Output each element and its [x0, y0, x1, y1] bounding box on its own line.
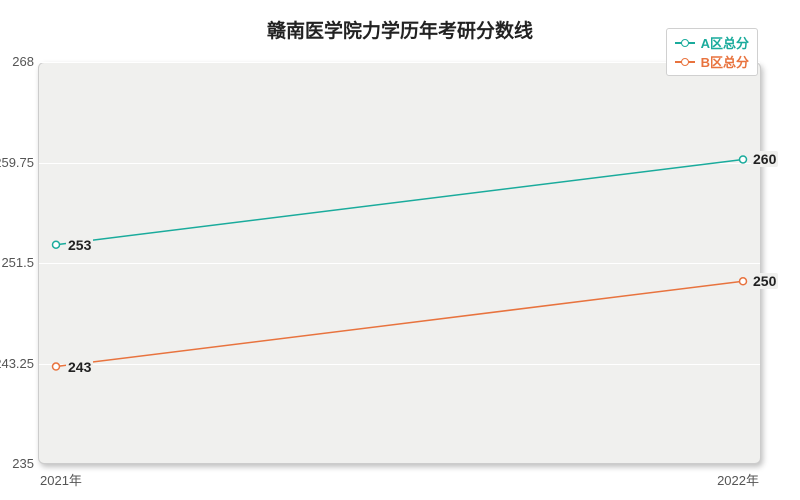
- legend-label-b: B区总分: [701, 52, 749, 71]
- legend-swatch-b: [675, 61, 695, 63]
- legend: A区总分 B区总分: [666, 28, 758, 76]
- legend-item-b: B区总分: [675, 52, 749, 71]
- legend-item-a: A区总分: [675, 33, 749, 52]
- legend-label-a: A区总分: [701, 33, 749, 52]
- data-point-label: 243: [66, 359, 93, 375]
- data-point-label: 253: [66, 237, 93, 253]
- legend-swatch-a: [675, 42, 695, 44]
- data-point-label: 250: [751, 273, 778, 289]
- data-point-label: 260: [751, 151, 778, 167]
- chart-container: 赣南医学院力学历年考研分数线 235243.25251.5259.75268 2…: [0, 0, 800, 500]
